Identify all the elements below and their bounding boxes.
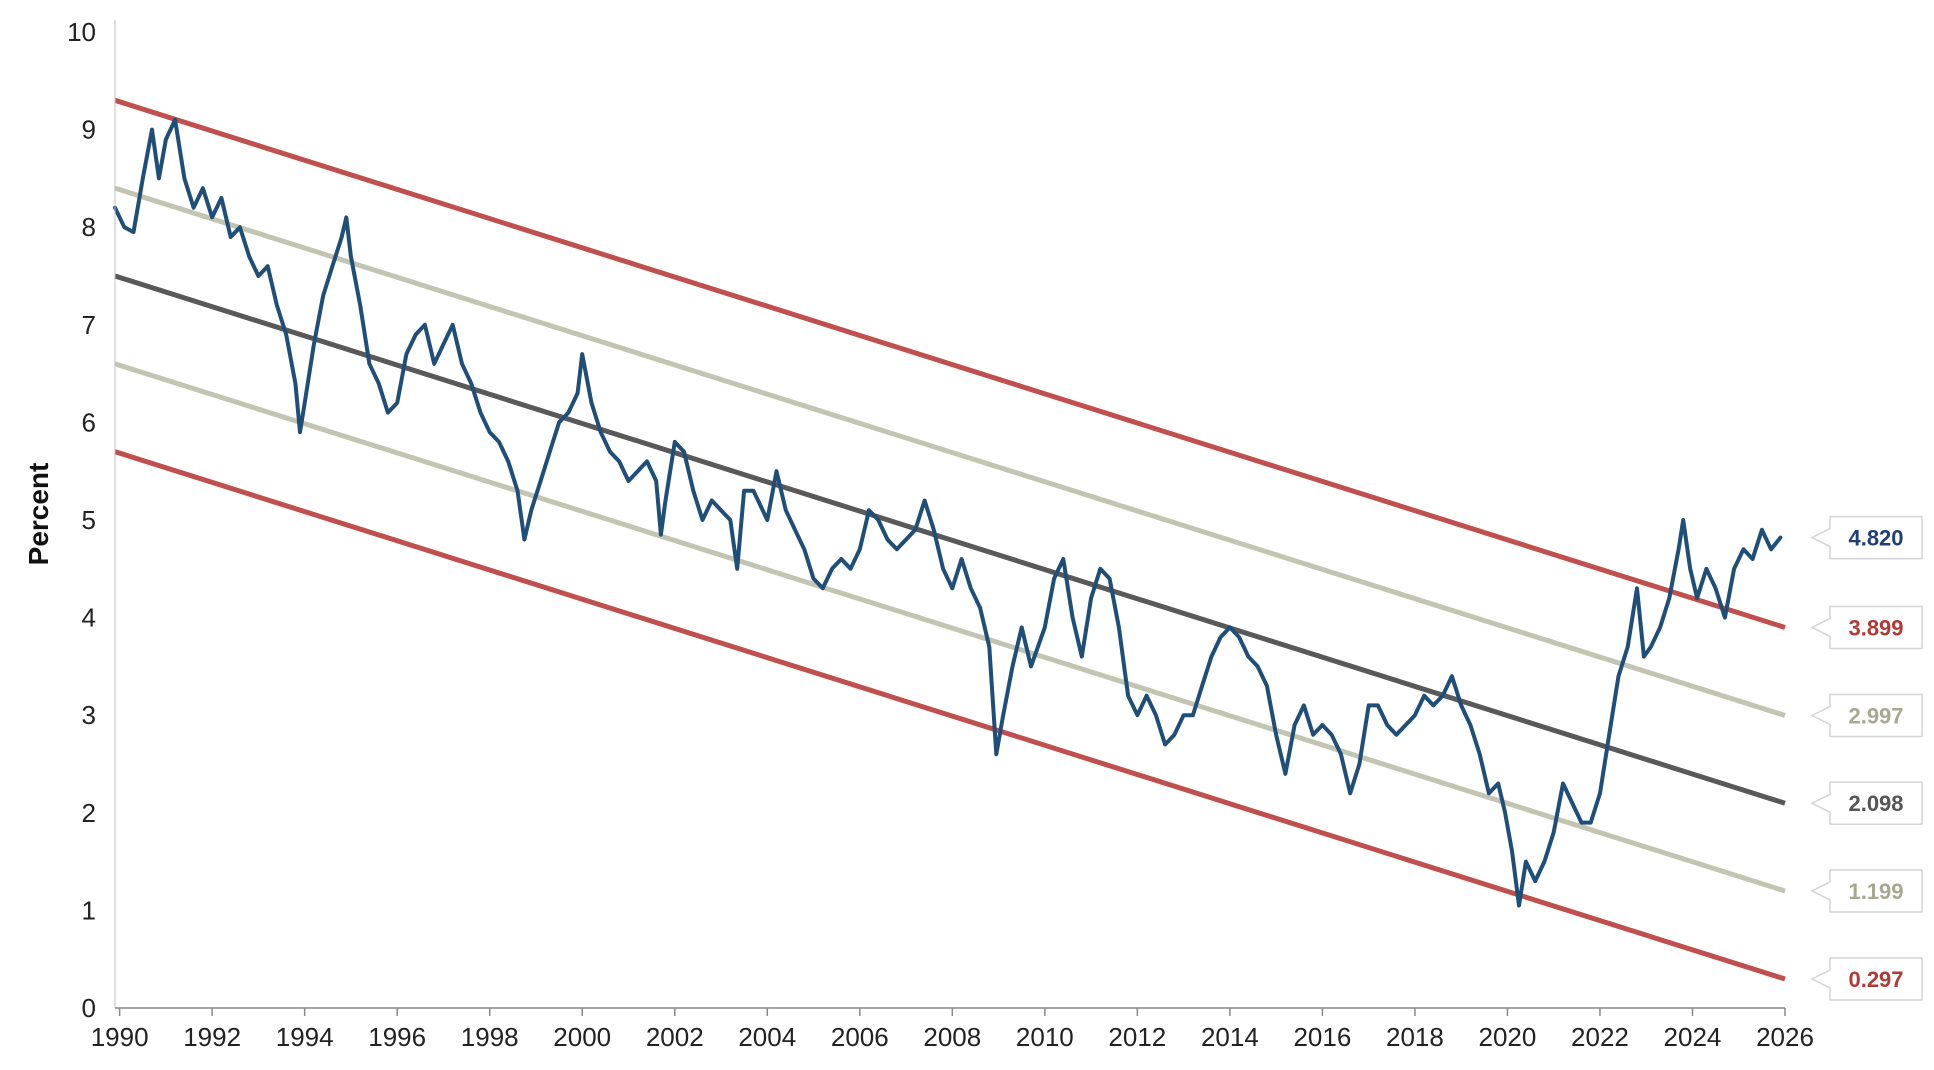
x-tick-label: 2024 <box>1664 1022 1722 1052</box>
end-value-label: 4.820 <box>1810 515 1923 560</box>
y-tick-label: 8 <box>82 212 96 242</box>
x-tick-label: 2022 <box>1571 1022 1629 1052</box>
trend-line <box>114 97 1786 630</box>
x-tick-label: 2012 <box>1108 1022 1166 1052</box>
trend-line <box>114 449 1786 982</box>
end-label-text: 1.199 <box>1848 879 1903 904</box>
y-tick-label: 0 <box>82 993 96 1023</box>
y-tick-label: 1 <box>82 895 96 925</box>
x-tick-label: 1996 <box>368 1022 426 1052</box>
x-tick-label: 1994 <box>276 1022 334 1052</box>
y-tick-label: 4 <box>82 603 96 633</box>
trend-lines <box>114 97 1786 982</box>
end-value-label: 1.199 <box>1810 869 1923 913</box>
end-value-label: 0.297 <box>1810 957 1923 1001</box>
end-label-box <box>1810 781 1923 825</box>
end-label-text: 3.899 <box>1848 615 1903 640</box>
end-label-box <box>1810 605 1923 650</box>
y-tick-label: 9 <box>82 115 96 145</box>
trend-line <box>114 185 1786 718</box>
y-tick-label: 5 <box>82 505 96 535</box>
y-tick-label: 10 <box>67 17 96 47</box>
series-lines <box>113 117 1783 908</box>
x-tick-label: 2004 <box>738 1022 796 1052</box>
x-tick-label: 1998 <box>461 1022 519 1052</box>
x-tick-labels: 1990 1992 1994 1996 1998 2000 2002 2004 2006 2008… <box>91 1008 1814 1052</box>
x-tick-label: 2014 <box>1201 1022 1259 1052</box>
end-label-text: 2.098 <box>1848 791 1903 816</box>
axes <box>114 20 1785 1009</box>
y-tick-label: 2 <box>82 798 96 828</box>
end-label-box <box>1810 515 1923 560</box>
x-tick-label: 1990 <box>91 1022 149 1052</box>
end-label-text: 4.820 <box>1848 526 1903 551</box>
end-label-box <box>1810 957 1923 1001</box>
x-tick-label: 2010 <box>1016 1022 1074 1052</box>
y-tick-label: 6 <box>82 407 96 437</box>
x-tick-label: 2006 <box>831 1022 889 1052</box>
end-label-box <box>1810 869 1923 913</box>
y-tick-label: 3 <box>82 700 96 730</box>
y-tick-label: 7 <box>82 310 96 340</box>
y-axis-label: Percent <box>23 463 54 566</box>
x-tick-label: 2020 <box>1479 1022 1537 1052</box>
x-tick-label: 2026 <box>1756 1022 1814 1052</box>
trend-line <box>114 273 1786 806</box>
end-value-label: 2.997 <box>1810 693 1923 738</box>
x-tick-label: 2016 <box>1293 1022 1351 1052</box>
end-value-label: 3.899 <box>1810 605 1923 650</box>
end-label-text: 2.997 <box>1848 703 1903 728</box>
y-tick-labels: 0 1 2 3 4 5 6 7 8 9 10 <box>67 17 96 1023</box>
x-tick-label: 2000 <box>553 1022 611 1052</box>
x-tick-label: 2002 <box>646 1022 704 1052</box>
end-label-box <box>1810 693 1923 738</box>
x-tick-label: 1992 <box>183 1022 241 1052</box>
end-labels: 4.820 3.899 2.997 2.098 1.199 0.297 <box>1810 515 1923 1001</box>
end-value-label: 2.098 <box>1810 781 1923 825</box>
x-tick-label: 2018 <box>1386 1022 1444 1052</box>
trend-line <box>114 361 1786 894</box>
series-line <box>113 117 1783 908</box>
end-label-text: 0.297 <box>1848 967 1903 992</box>
x-tick-label: 2008 <box>923 1022 981 1052</box>
